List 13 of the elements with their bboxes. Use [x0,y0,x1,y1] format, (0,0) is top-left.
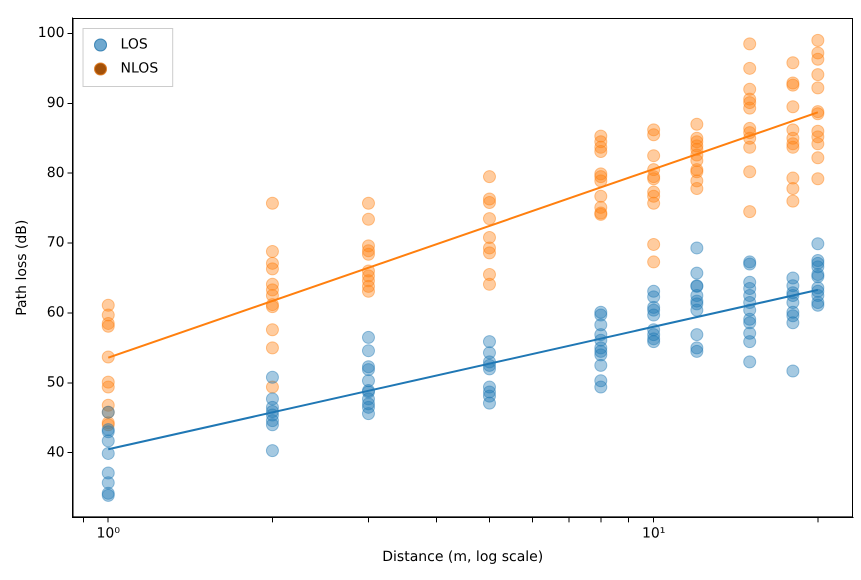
y-tick-label: 60 [46,304,65,321]
legend-label: NLOS [120,60,158,77]
x-tick-label: 10¹ [642,525,666,542]
y-tick-label: 90 [46,94,65,111]
y-tick-label: 40 [46,444,65,460]
y-tick-label: 100 [38,25,65,42]
y-axis-title: Path loss (dB) [14,220,30,316]
y-tick-label: 50 [46,374,65,390]
y-tick-label: 80 [46,164,65,181]
y-tick-label: 70 [46,234,65,251]
x-axis-title: Distance (m, log scale) [382,549,544,566]
legend-label: LOS [120,36,148,53]
x-tick-label: 10⁰ [96,525,120,542]
